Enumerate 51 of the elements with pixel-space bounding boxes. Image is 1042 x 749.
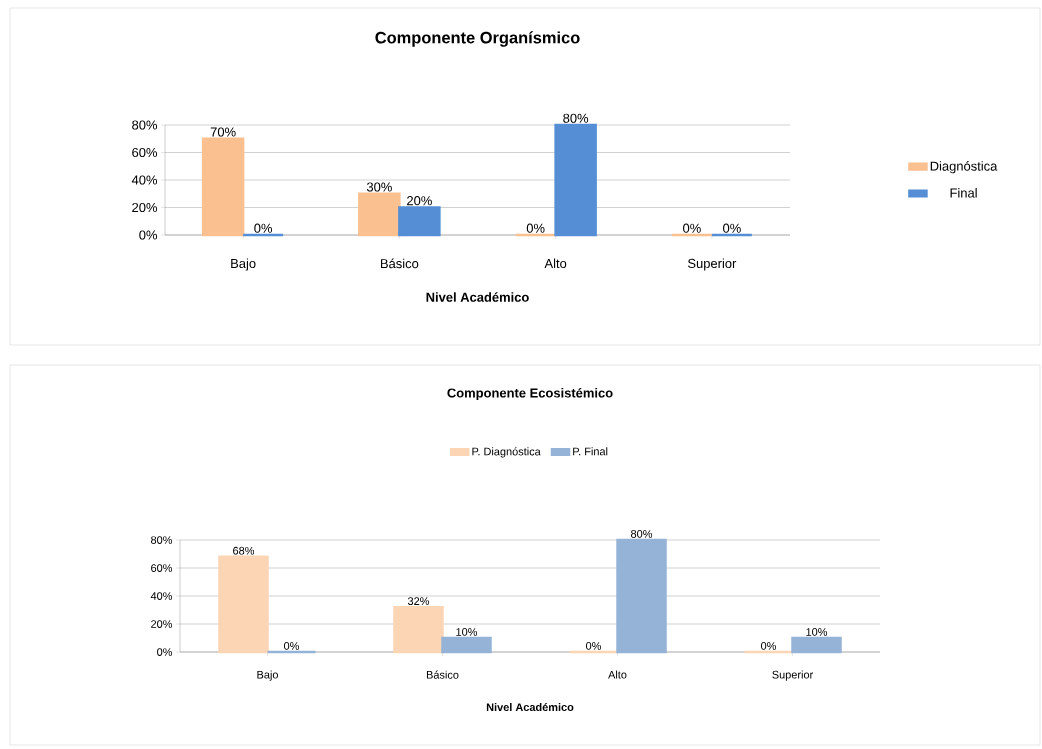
data-label: 0% [683, 223, 701, 233]
y-tick-label: 80% [132, 120, 158, 130]
legend-label: P. Final [573, 447, 608, 456]
data-label: 10% [806, 628, 828, 636]
data-label: 10% [456, 628, 478, 636]
x-axis-title: Nivel Académico [486, 702, 574, 712]
data-label: 0% [586, 642, 602, 650]
data-label: 0% [761, 642, 777, 650]
x-tick-label: Básico [381, 258, 419, 269]
x-tick-label: Básico [426, 670, 459, 679]
bar [616, 538, 667, 654]
chart-title: Componente Ecosistémico [447, 387, 613, 401]
chart-title: Componente Organísmico [375, 31, 580, 47]
x-tick-label: Superior [688, 258, 737, 271]
y-tick-label: 40% [150, 592, 173, 600]
y-tick-label: 40% [131, 175, 158, 185]
y-tick-label: 60% [151, 564, 173, 572]
x-tick-label: Alto [608, 670, 627, 679]
y-tick-label: 20% [151, 620, 173, 628]
x-tick-label: Bajo [257, 670, 278, 681]
bar [398, 206, 441, 237]
data-label: 0% [284, 642, 300, 650]
y-tick-label: 20% [132, 202, 158, 213]
legend-label: Final [950, 188, 977, 198]
legend-label: P. Diagnóstica [472, 447, 541, 458]
bar [393, 605, 444, 654]
x-tick-label: Superior [772, 670, 814, 681]
legend-label: Diagnóstica [930, 161, 998, 174]
data-label: 0% [526, 223, 545, 233]
bar [441, 636, 492, 654]
data-label: 70% [210, 127, 236, 137]
data-label: 20% [407, 196, 432, 206]
bar [201, 137, 245, 237]
data-label: 80% [631, 530, 653, 538]
y-tick-label: 0% [157, 648, 173, 656]
data-label: 0% [254, 223, 273, 233]
bar [791, 636, 842, 654]
data-label: 0% [723, 223, 741, 233]
y-tick-label: 80% [151, 536, 173, 544]
y-tick-label: 60% [132, 147, 158, 158]
x-tick-label: Alto [544, 258, 567, 269]
y-tick-label: 0% [139, 230, 158, 240]
x-tick-label: Bajo [231, 258, 256, 271]
bar [554, 123, 597, 237]
bar [218, 555, 269, 654]
data-label: 30% [366, 182, 392, 192]
data-label: 80% [563, 113, 589, 123]
x-axis-title: Nivel Académico [426, 292, 529, 302]
data-label: 32% [407, 597, 430, 605]
bar [358, 192, 401, 237]
data-label: 68% [233, 546, 255, 555]
